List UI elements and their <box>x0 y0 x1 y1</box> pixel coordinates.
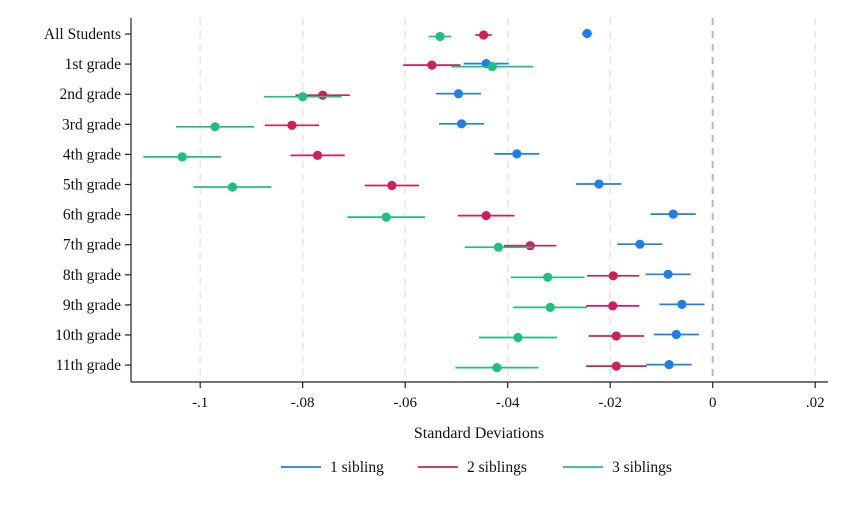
x-tick-label: -.06 <box>393 395 417 411</box>
y-tick-label: 1st grade <box>65 56 122 73</box>
point-estimate <box>287 120 297 130</box>
point-estimate <box>611 331 621 341</box>
y-tick-label: 7th grade <box>63 237 121 254</box>
y-tick-label: 3rd grade <box>62 116 121 133</box>
point-estimate <box>664 360 674 370</box>
point-estimate <box>594 179 604 189</box>
point-estimate <box>493 242 504 252</box>
y-tick-label: 2nd grade <box>59 86 121 103</box>
point-estimate <box>671 329 681 340</box>
legend-item: 1 sibling <box>281 459 384 476</box>
point-estimate <box>512 149 522 159</box>
series-1 <box>435 28 705 370</box>
series-3 <box>143 31 588 373</box>
y-tick-label: 11th grade <box>56 357 121 374</box>
legend-label: 3 siblings <box>612 459 672 476</box>
point-estimate <box>481 211 491 221</box>
point-estimate <box>492 363 502 373</box>
point-estimate <box>608 271 618 281</box>
legend-item: 3 siblings <box>563 459 672 476</box>
point-estimate <box>668 209 678 219</box>
point-estimate <box>479 30 489 40</box>
axes: -.1 -.08 -.06 -.04 -.02 0 .02 All Students 1st g… <box>44 18 828 411</box>
point-estimate <box>543 272 553 282</box>
point-estimate <box>381 212 391 222</box>
point-estimate <box>387 180 397 191</box>
point-estimate <box>677 299 687 309</box>
y-tick-label: All Students <box>44 26 121 43</box>
y-tick-label: 10th grade <box>55 327 121 344</box>
y-tick-label: 6th grade <box>63 207 121 224</box>
point-estimate <box>456 119 467 129</box>
y-tick-label: 8th grade <box>63 267 121 284</box>
x-tick-label: -.04 <box>496 395 520 411</box>
legend-label: 2 siblings <box>467 459 527 476</box>
point-estimate <box>487 62 497 72</box>
series-2 <box>264 30 647 371</box>
x-tick-label: -.08 <box>291 395 315 411</box>
legend-label: 1 sibling <box>330 459 384 476</box>
point-estimate <box>525 241 535 251</box>
point-estimate <box>663 269 673 279</box>
x-tick-label: -.02 <box>598 395 622 411</box>
point-estimate <box>312 150 323 160</box>
point-estimate <box>608 301 618 311</box>
y-tick-label: 5th grade <box>63 177 121 194</box>
point-estimate <box>210 122 220 132</box>
y-tick-label: 4th grade <box>63 146 121 163</box>
data-marks <box>143 28 705 373</box>
point-estimate <box>611 361 621 371</box>
x-axis-title: Standard Deviations <box>414 425 544 442</box>
point-estimate <box>635 239 645 249</box>
x-tick-label: -.1 <box>192 395 208 411</box>
x-tick-label: .02 <box>806 395 825 411</box>
point-estimate <box>453 89 464 99</box>
point-estimate <box>298 92 308 102</box>
y-tick-label: 9th grade <box>63 297 121 314</box>
legend: 1 sibling 2 siblings 3 siblings <box>281 459 672 476</box>
point-estimate <box>227 182 238 192</box>
grid-lines <box>199 18 816 382</box>
point-estimate <box>318 90 328 100</box>
x-tick-label: 0 <box>709 395 717 411</box>
point-estimate <box>177 152 187 162</box>
point-estimate <box>513 332 523 343</box>
legend-item: 2 siblings <box>418 459 527 476</box>
point-estimate <box>427 60 437 70</box>
point-estimate <box>545 302 555 312</box>
point-estimate <box>435 31 445 42</box>
point-estimate <box>582 28 592 39</box>
